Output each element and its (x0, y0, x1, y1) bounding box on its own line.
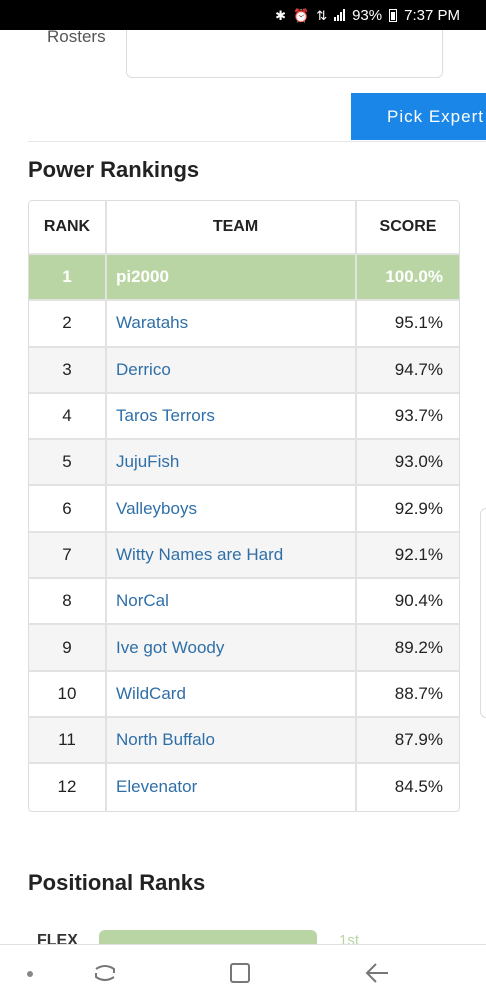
rank-cell: 8 (29, 579, 107, 624)
score-cell: 87.9% (394, 730, 443, 750)
navigation-bar (0, 944, 486, 1000)
rank-cell: 7 (29, 532, 107, 578)
roster-select[interactable] (126, 30, 443, 78)
table-body: 1 pi2000 100.0% 2 Waratahs 95.1% 3 Derrico 94.7%… (29, 255, 459, 811)
positional-ranks-title: Positional Ranks (28, 870, 206, 895)
score-cell: 92.9% (394, 498, 443, 518)
rank-cell: 6 (29, 486, 107, 531)
team-link[interactable]: pi2000 (107, 255, 357, 300)
rank-cell: 2 (29, 301, 107, 346)
score-cell: 90.4% (394, 591, 443, 611)
team-link[interactable]: Taros Terrors (107, 393, 357, 439)
score-cell: 92.1% (394, 544, 443, 564)
team-link[interactable]: Ive got Woody (107, 625, 357, 670)
table-row: 9 Ive got Woody 89.2% (29, 625, 459, 672)
score-cell: 89.2% (394, 637, 443, 657)
score-cell: 84.5% (394, 777, 443, 797)
team-link[interactable]: North Buffalo (107, 717, 357, 763)
score-cell: 88.7% (394, 683, 443, 703)
score-cell: 100.0% (385, 267, 443, 287)
alarm-icon: ⏰ (293, 7, 310, 23)
table-row: 2 Waratahs 95.1% (29, 301, 459, 348)
rank-cell: 10 (29, 671, 107, 716)
back-icon[interactable] (364, 961, 390, 985)
rank-cell: 12 (29, 764, 107, 811)
rank-cell: 4 (29, 393, 107, 439)
team-link[interactable]: Valleyboys (107, 486, 357, 531)
team-link[interactable]: Derrico (107, 347, 357, 392)
status-bar: ✱ ⏰ ⇅ 93% 7:37 PM (0, 0, 486, 30)
table-row: 6 Valleyboys 92.9% (29, 486, 459, 533)
rank-cell: 5 (29, 440, 107, 485)
bluetooth-icon: ✱ (275, 7, 286, 23)
power-rankings-table: RANK TEAM SCORE 1 pi2000 100.0% 2 Waratahs 95… (28, 200, 460, 812)
team-link[interactable]: Witty Names are Hard (107, 532, 357, 578)
team-link[interactable]: WildCard (107, 671, 357, 716)
table-row: 10 WildCard 88.7% (29, 671, 459, 718)
table-row: 3 Derrico 94.7% (29, 347, 459, 394)
rank-cell: 9 (29, 625, 107, 670)
team-column-header: TEAM (107, 201, 357, 253)
team-link[interactable]: Elevenator (107, 764, 357, 811)
table-row: 4 Taros Terrors 93.7% (29, 393, 459, 441)
table-row: 8 NorCal 90.4% (29, 579, 459, 626)
team-link[interactable]: JujuFish (107, 440, 357, 485)
rank-column-header: RANK (29, 201, 107, 253)
data-icon: ⇅ (316, 7, 328, 23)
table-row: 1 pi2000 100.0% (29, 255, 459, 302)
score-column-header: SCORE (379, 218, 437, 235)
team-link[interactable]: NorCal (107, 579, 357, 624)
pick-expert-button[interactable]: Pick Expert (351, 93, 486, 140)
home-icon[interactable] (230, 963, 250, 983)
power-rankings-title: Power Rankings (28, 157, 200, 182)
divider (28, 141, 486, 142)
battery-icon (389, 8, 398, 22)
team-link[interactable]: Waratahs (107, 301, 357, 346)
score-cell: 93.0% (394, 452, 443, 472)
table-row: 12 Elevenator 84.5% (29, 764, 459, 811)
rosters-label: Rosters (47, 30, 106, 46)
table-header-row: RANK TEAM SCORE (29, 201, 459, 255)
score-cell: 95.1% (394, 313, 443, 333)
table-row: 7 Witty Names are Hard 92.1% (29, 532, 459, 580)
rank-cell: 3 (29, 347, 107, 392)
rank-cell: 11 (29, 717, 107, 763)
rank-cell: 1 (29, 255, 107, 300)
clock: 7:37 PM (404, 6, 460, 24)
score-cell: 94.7% (394, 359, 443, 379)
battery-percent: 93% (352, 6, 383, 24)
recent-apps-icon[interactable] (92, 961, 118, 983)
table-row: 11 North Buffalo 87.9% (29, 717, 459, 765)
side-scroll-tab[interactable] (480, 508, 486, 718)
page-content: Rosters Pick Expert Power Rankings RANK … (0, 30, 486, 958)
signal-icon (334, 9, 346, 21)
table-row: 5 JujuFish 93.0% (29, 440, 459, 487)
score-cell: 93.7% (394, 406, 443, 426)
nav-dot-icon (27, 971, 33, 977)
